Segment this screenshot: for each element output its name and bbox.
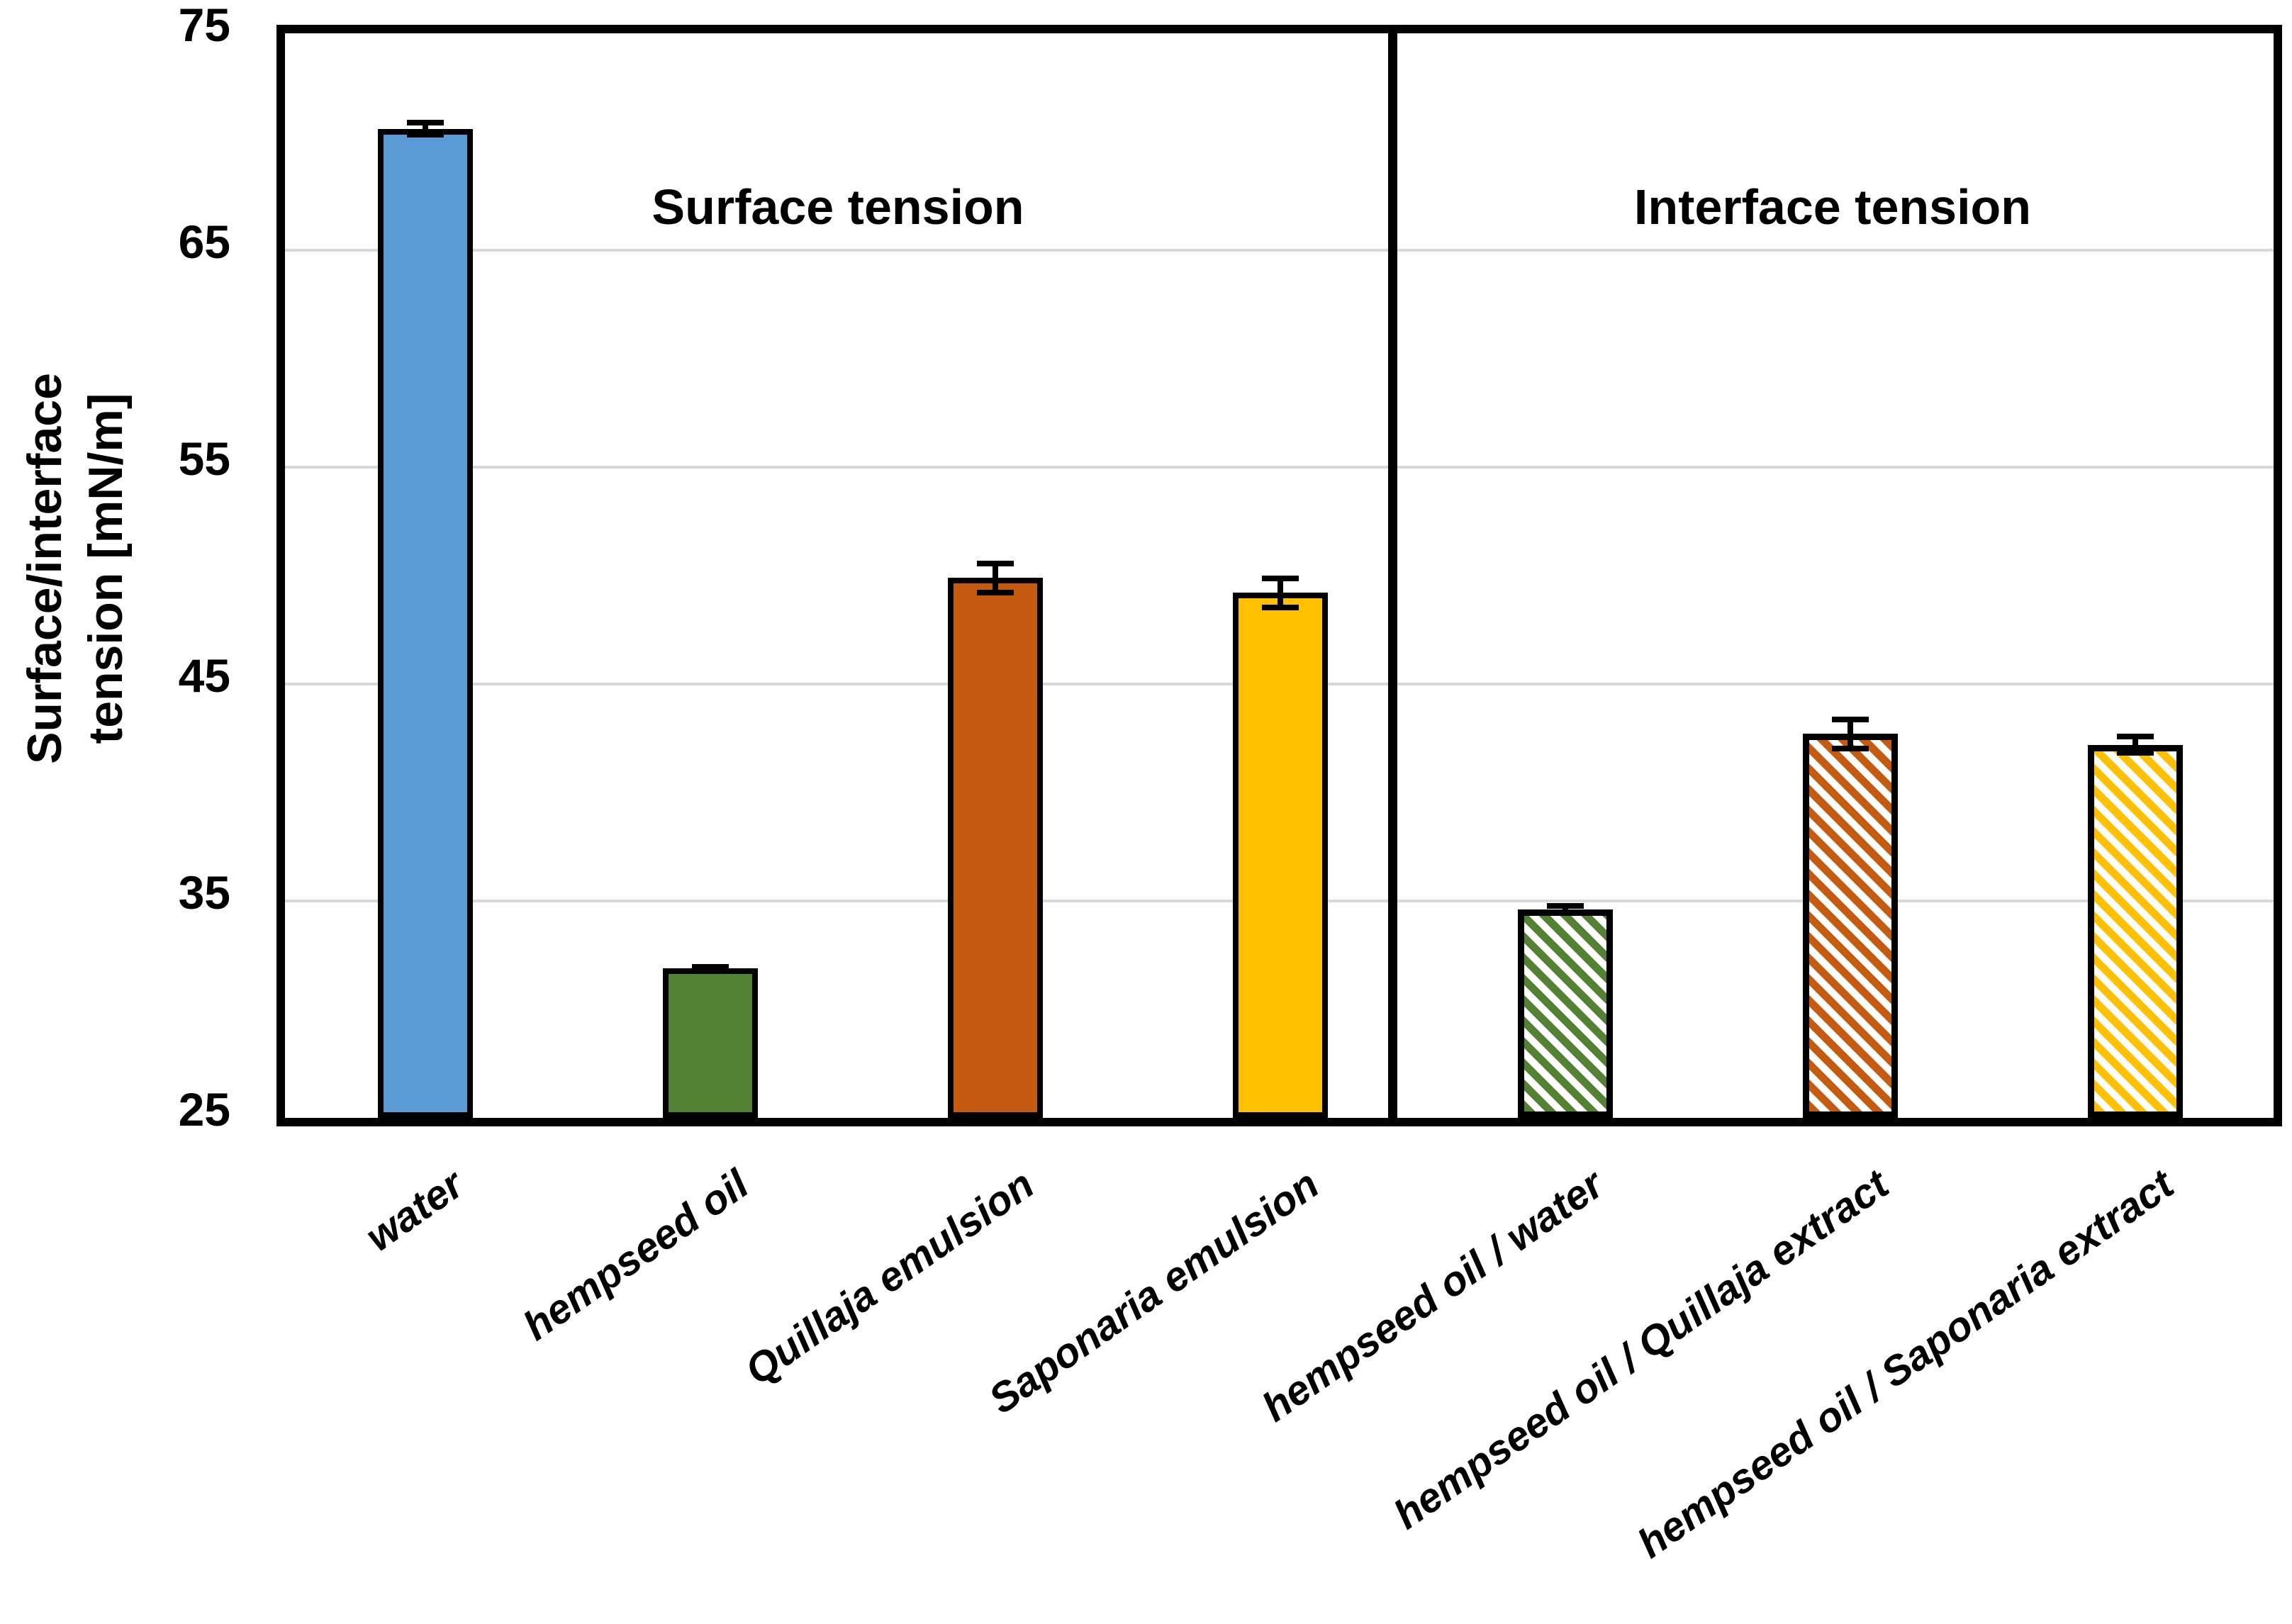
y-axis-title: Surface/interface tension [mN/m]	[14, 1, 142, 1136]
x-label-water: water	[357, 1160, 472, 1260]
x-label-quillaja-emulsion: Quillaja emulsion	[737, 1160, 1042, 1394]
bar-hempseed-oil-saponaria-extract	[2088, 744, 2183, 1118]
y-tick-label-25: 25	[178, 1083, 230, 1136]
error-bar-cap-top	[2117, 734, 2154, 740]
y-tick-label-55: 55	[178, 432, 230, 485]
bar-quillaja-emulsion	[948, 578, 1043, 1118]
error-bar-cap-top	[977, 560, 1014, 566]
error-bar-saponaria-emulsion	[1262, 576, 1299, 610]
y-tick-label-35: 35	[178, 866, 230, 919]
bar-hempseed-oil-water	[1518, 909, 1613, 1118]
error-bar-cap-top	[407, 120, 444, 126]
bar-water	[378, 128, 473, 1118]
gridline-55	[285, 466, 2274, 469]
error-bar-cap-bottom	[692, 966, 729, 973]
y-tick-label-45: 45	[178, 649, 230, 702]
error-bar-cap-top	[1547, 903, 1584, 909]
y-axis-title-line1: Surface/interface	[18, 373, 72, 764]
error-bar-cap-bottom	[977, 589, 1014, 595]
error-bar-water	[407, 120, 444, 138]
error-bar-cap-bottom	[2117, 749, 2154, 756]
error-bar-cap-bottom	[1547, 910, 1584, 917]
error-bar-stem	[1563, 903, 1568, 917]
error-bar-cap-top	[692, 963, 729, 970]
error-bar-stem	[2132, 734, 2138, 756]
error-bar-cap-bottom	[1832, 745, 1869, 751]
x-label-hempseed-oil: hempseed oil	[515, 1160, 757, 1350]
x-axis-category-labels: water hempseed oil Quillaja emulsion Sapona…	[276, 1126, 2265, 1623]
bar-saponaria-emulsion	[1233, 593, 1328, 1118]
section-title-surface: Surface tension	[652, 179, 1024, 235]
error-bar-stem	[993, 560, 998, 595]
error-bar-cap-top	[1832, 716, 1869, 722]
y-axis-title-line2: tension [mN/m]	[79, 393, 133, 744]
error-bar-hempseed-oil-quillaja-extract	[1832, 716, 1869, 751]
error-bar-stem	[1278, 576, 1283, 610]
plot-area: Surface tension Interface tension	[276, 25, 2282, 1126]
y-tick-label-65: 65	[178, 215, 230, 268]
error-bar-hempseed-oil-water	[1547, 903, 1584, 917]
gridline-65	[285, 249, 2274, 252]
error-bar-cap-bottom	[407, 131, 444, 138]
bar-hempseed-oil	[663, 968, 758, 1118]
error-bar-stem	[423, 120, 428, 138]
error-bar-stem	[1847, 716, 1853, 751]
error-bar-hempseed-oil	[692, 963, 729, 973]
error-bar-hempseed-oil-saponaria-extract	[2117, 734, 2154, 756]
error-bar-cap-top	[1262, 576, 1299, 581]
x-label-hempseed-oil-saponaria-extract: hempseed oil / Saponaria extract	[1629, 1160, 2182, 1567]
section-divider	[1388, 33, 1397, 1118]
bar-hempseed-oil-quillaja-extract	[1803, 734, 1898, 1118]
x-label-hempseed-oil-quillaja-extract: hempseed oil / Quillaja extract	[1385, 1160, 1897, 1538]
section-title-interface: Interface tension	[1633, 179, 2032, 235]
error-bar-cap-bottom	[1262, 604, 1299, 610]
error-bar-quillaja-emulsion	[977, 560, 1014, 595]
y-tick-label-75: 75	[178, 0, 230, 51]
